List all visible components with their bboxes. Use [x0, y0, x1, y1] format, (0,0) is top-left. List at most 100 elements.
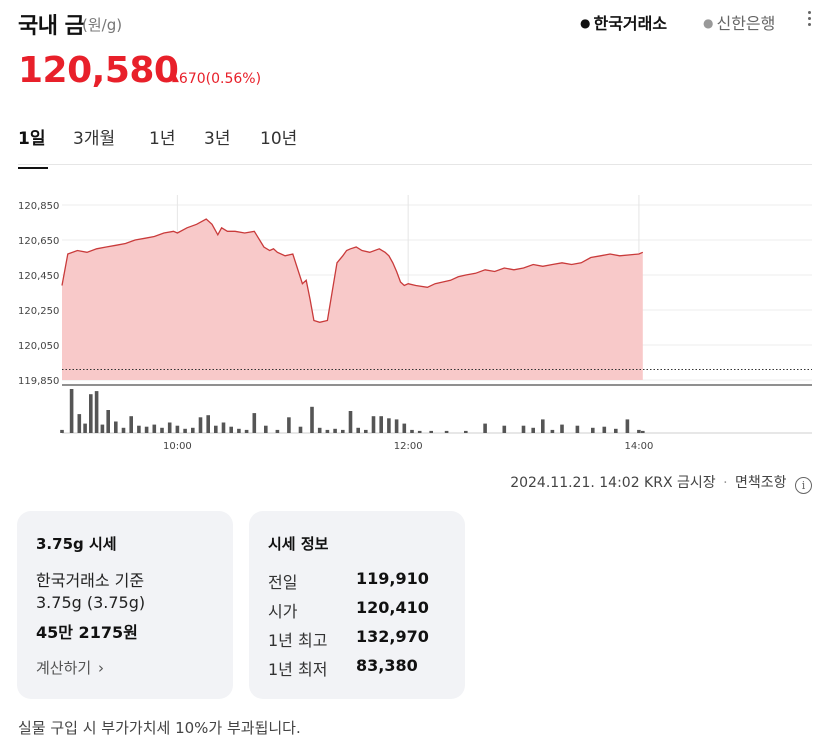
price-basis: 한국거래소 기준: [36, 571, 145, 590]
volume-bar: [121, 427, 126, 433]
volume-bar: [550, 429, 555, 433]
volume-bar: [325, 429, 330, 433]
y-tick-label: 120,250: [18, 306, 59, 317]
calculate-button[interactable]: 계산하기 ›: [36, 657, 104, 678]
volume-bar: [641, 430, 645, 433]
active-tab-indicator: [18, 167, 48, 169]
volume-bar: [333, 428, 337, 433]
info-value: 132,970: [356, 627, 429, 646]
source-option-krx[interactable]: ● 한국거래소: [580, 10, 667, 34]
info-icon[interactable]: i: [795, 477, 812, 494]
volume-bar: [317, 427, 322, 433]
y-tick-label: 120,850: [18, 201, 59, 212]
tab-3y[interactable]: 3년: [204, 129, 231, 149]
price-area: [62, 219, 643, 380]
price-weight: 3.75g (3.75g): [36, 593, 146, 612]
source-label: 신한은행: [716, 14, 776, 33]
volume-bar: [417, 430, 422, 433]
volume-bar: [502, 425, 507, 433]
info-value: 119,910: [356, 569, 429, 588]
price-change: ▲670(0.56%): [172, 71, 261, 87]
tab-1d[interactable]: 1일: [18, 124, 48, 169]
chart-timestamp: 2024.11.21. 14:02 KRX 금시장: [510, 475, 716, 491]
tab-label: 1일: [18, 129, 46, 149]
volume-bar: [60, 429, 64, 433]
card-title: 3.75g 시세: [36, 535, 117, 553]
info-value: 83,380: [356, 656, 418, 675]
disclaimer-link[interactable]: 면책조항: [735, 475, 787, 491]
volume-bar: [625, 419, 630, 433]
volume-bar: [402, 423, 407, 433]
volume-bar: [287, 417, 291, 433]
chart-meta: 2024.11.21. 14:02 KRX 금시장 · 면책조항 i: [510, 472, 812, 494]
period-tabs: 1일 3개월 1년 3년 10년: [18, 118, 812, 169]
volume-bar: [114, 421, 118, 433]
x-tick-label: 12:00: [394, 441, 423, 452]
volume-bar: [175, 425, 180, 433]
volume-bar: [298, 426, 303, 433]
volume-bar: [379, 416, 383, 433]
volume-bar: [237, 428, 241, 433]
price-line: [61, 218, 644, 323]
volume-bar: [198, 417, 203, 433]
volume-bar: [410, 429, 414, 433]
volume-bar: [100, 424, 105, 433]
info-label: 1년 최고: [268, 631, 328, 650]
volume-bar: [483, 423, 487, 433]
volume-bar: [167, 422, 172, 433]
volume-bar: [602, 426, 607, 433]
unit-price-card: 3.75g 시세 한국거래소 기준 3.75g (3.75g) 45만 2175…: [17, 511, 233, 699]
volume-bar: [521, 425, 526, 433]
volume-bar: [137, 425, 141, 433]
volume-bar: [531, 427, 535, 433]
volume-bar: [206, 415, 210, 433]
volume-bar: [541, 419, 545, 433]
page-title: 국내 금: [18, 14, 85, 39]
volume-bar: [364, 429, 368, 433]
volume-bar: [77, 414, 82, 433]
volume-bar: [264, 425, 268, 433]
volume-bar: [348, 411, 353, 433]
change-percent: (0.56%): [205, 71, 262, 87]
current-price: 120,580: [18, 50, 179, 91]
volume-bar: [221, 422, 226, 433]
volume-bar: [69, 389, 74, 433]
volume-bar: [394, 419, 399, 433]
volume-bar: [591, 427, 595, 433]
y-tick-label: 120,450: [18, 271, 59, 282]
volume-bar: [387, 418, 391, 433]
volume-bar: [229, 426, 233, 433]
more-options-icon[interactable]: [804, 8, 814, 32]
volume-bar: [444, 430, 449, 433]
volume-bar: [83, 423, 87, 433]
volume-bar: [144, 426, 149, 433]
vat-notice: 실물 구입 시 부가가치세 10%가 부과됩니다.: [18, 719, 301, 737]
volume-bar: [371, 416, 376, 433]
tab-3m[interactable]: 3개월: [73, 129, 116, 149]
volume-bar: [341, 429, 345, 433]
source-option-shinhan[interactable]: ● 신한은행: [703, 10, 775, 34]
dot-icon: ●: [703, 16, 714, 30]
volume-bar: [214, 425, 218, 433]
x-tick-label: 14:00: [625, 441, 654, 452]
volume-bar: [575, 425, 580, 433]
volume-bar: [129, 416, 133, 433]
tab-1y[interactable]: 1년: [149, 129, 176, 149]
price-chart[interactable]: 120,850 120,650 120,450 120,250 120,050 119,8…: [0, 165, 830, 460]
price-unit: (원/g): [82, 16, 123, 34]
source-label: 한국거래소: [593, 14, 668, 33]
tab-10y[interactable]: 10년: [260, 129, 298, 149]
info-label: 1년 최저: [268, 660, 328, 679]
volume-bar: [244, 429, 249, 433]
selected-dot-icon: ●: [580, 16, 591, 30]
up-arrow-icon: ▲: [172, 74, 179, 84]
y-tick-label: 120,050: [18, 341, 59, 352]
info-value: 120,410: [356, 598, 429, 617]
volume-bar: [560, 424, 564, 433]
price-info-card: 시세 정보 전일 119,910 시가 120,410 1년 최고 132,97…: [249, 511, 465, 699]
x-tick-label: 10:00: [163, 441, 192, 452]
price-amount: 45만 2175원: [36, 623, 138, 642]
separator: ·: [723, 475, 728, 491]
y-tick-label: 120,650: [18, 236, 59, 247]
change-amount: 670: [178, 71, 206, 87]
